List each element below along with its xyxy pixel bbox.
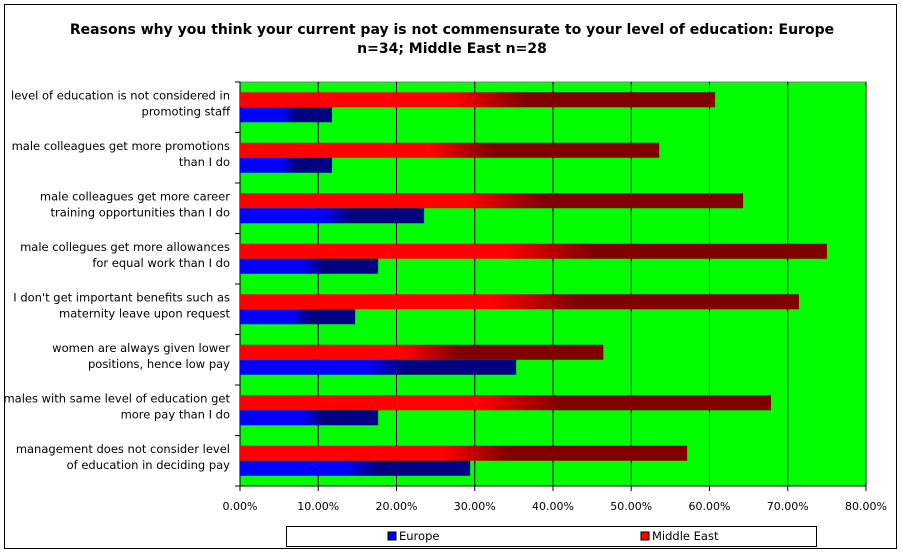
bar-europe [240, 208, 425, 224]
category-label: more pay than I do [121, 407, 230, 421]
x-tick-label: 80.00% [845, 500, 887, 513]
bar-middle-east [240, 243, 827, 259]
category-label: positions, hence low pay [88, 357, 230, 371]
category-label: male colleagues get more promotions [12, 139, 230, 153]
x-tick-label: 10.00% [297, 500, 339, 513]
bar-middle-east [240, 193, 744, 209]
category-label: of education in deciding pay [67, 458, 231, 472]
x-tick-label: 50.00% [610, 500, 652, 513]
x-tick-label: 70.00% [767, 500, 809, 513]
bar-europe [240, 460, 471, 476]
legend-swatch-europe [387, 531, 397, 541]
bar-europe [240, 258, 379, 274]
bar-middle-east [240, 395, 772, 411]
category-label: for equal work than I do [92, 256, 230, 270]
legend-label: Middle East [652, 529, 719, 543]
bar-middle-east [240, 445, 688, 461]
bar-europe [240, 107, 333, 123]
chart-title-line2: n=34; Middle East n=28 [357, 41, 547, 57]
bar-europe [240, 359, 517, 375]
category-label: I don't get important benefits such as [13, 290, 230, 304]
bar-europe [240, 309, 356, 325]
x-tick-label: 20.00% [376, 500, 418, 513]
category-label: males with same level of education get [3, 391, 230, 405]
x-tick-label: 60.00% [689, 500, 731, 513]
bar-europe [240, 410, 379, 426]
category-label: level of education is not considered in [11, 88, 230, 102]
category-label: maternity leave upon request [59, 306, 230, 320]
bar-middle-east [240, 142, 660, 158]
bar-middle-east [240, 92, 716, 108]
legend-label: Europe [399, 529, 439, 543]
bar-europe [240, 157, 333, 173]
x-tick-label: 30.00% [454, 500, 496, 513]
x-tick-label: 40.00% [532, 500, 574, 513]
category-label: male colleagues get more career [40, 189, 230, 203]
category-label: management does not consider level [16, 442, 230, 456]
bar-middle-east [240, 294, 799, 310]
category-label: women are always given lower [52, 341, 230, 355]
bar-middle-east [240, 344, 604, 360]
legend-box [286, 526, 817, 547]
legend-swatch-middle-east [640, 531, 650, 541]
category-label: promoting staff [142, 104, 232, 118]
chart-title-line1: Reasons why you think your current pay i… [70, 22, 834, 38]
category-label: than I do [179, 155, 230, 169]
category-label: male collegues get more allowances [20, 240, 230, 254]
category-label: training opportunities than I do [51, 205, 231, 219]
x-tick-label: 0.00% [223, 500, 258, 513]
